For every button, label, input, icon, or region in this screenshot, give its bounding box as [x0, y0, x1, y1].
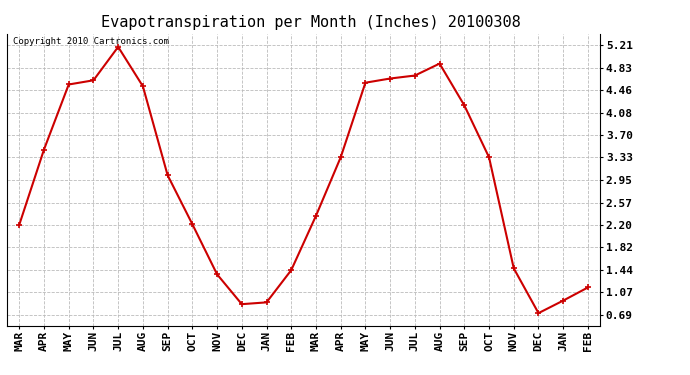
Text: Copyright 2010 Cartronics.com: Copyright 2010 Cartronics.com — [13, 37, 169, 46]
Text: Evapotranspiration per Month (Inches) 20100308: Evapotranspiration per Month (Inches) 20… — [101, 15, 520, 30]
